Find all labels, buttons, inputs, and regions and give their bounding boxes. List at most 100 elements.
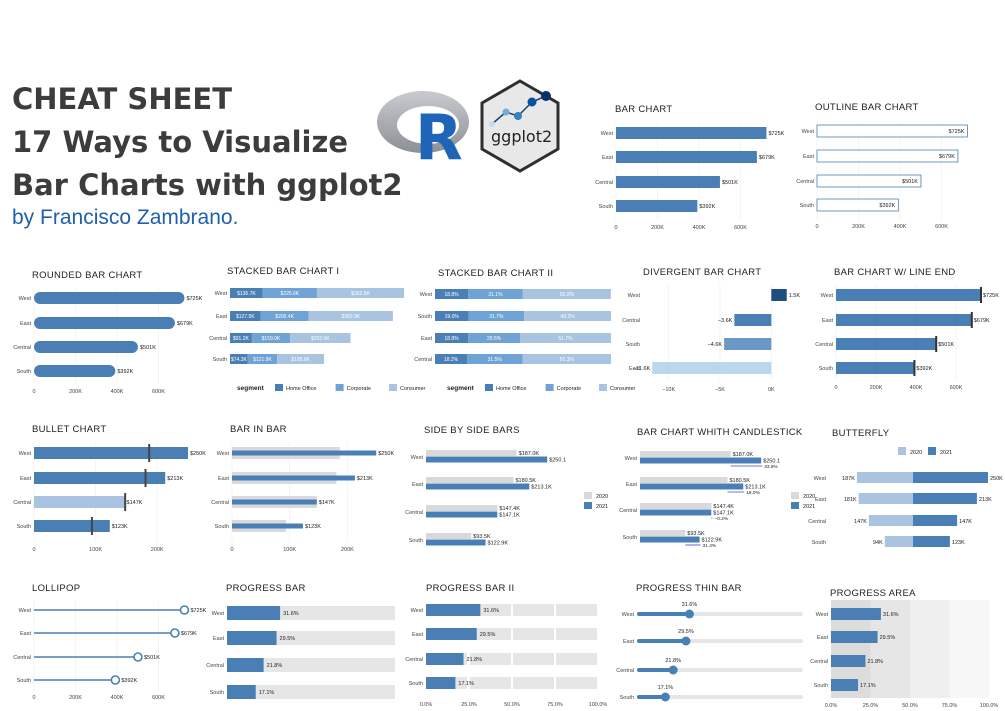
- chart-title: PROGRESS AREA: [830, 588, 916, 599]
- category-label: West: [821, 293, 834, 299]
- category-label: South: [623, 535, 637, 541]
- stacked-segment: [230, 311, 261, 321]
- category-label: South: [17, 678, 31, 684]
- r-logo-letter: R: [415, 101, 463, 165]
- segment-label: 31.1%: [488, 292, 503, 298]
- stacked-segment: [290, 333, 351, 343]
- category-label: East: [216, 314, 227, 320]
- segment-label: $91.2K: [233, 336, 250, 342]
- tick-label: 100K: [283, 547, 296, 553]
- data-label: $187.0K: [519, 451, 540, 457]
- data-label: $501K: [144, 655, 160, 661]
- category-label: East: [213, 636, 224, 642]
- progress-segment-track: [513, 604, 554, 616]
- data-label: $147.1K: [499, 513, 520, 519]
- growth-label: 33.8%: [764, 464, 778, 470]
- data-label: $213K: [167, 476, 183, 482]
- bar-chart-line-end: BAR CHART W/ LINE END 0 200K 400K 600K West Ea…: [815, 267, 999, 391]
- data-label: $725K: [949, 129, 965, 135]
- category-label: South: [17, 524, 31, 530]
- lollipop-head: [170, 628, 180, 638]
- tick-label: 600K: [152, 389, 165, 395]
- data-label: $180.5K: [515, 478, 536, 484]
- rounded-bar: [34, 365, 116, 377]
- category-label: West: [19, 296, 32, 302]
- grouped-bar: [640, 477, 728, 483]
- data-label: $501K: [140, 345, 156, 351]
- data-label: $147.4K: [713, 504, 734, 510]
- tick-label: 75.0%: [547, 702, 563, 708]
- tick-label: 25.0%: [461, 702, 477, 708]
- progress-bar: PROGRESS BAR West East Central South 31.6% 29.…: [206, 583, 395, 699]
- data-label: $147.1K: [713, 511, 734, 517]
- segment-label: 18.8%: [444, 292, 459, 298]
- segment-label: $200.4K: [275, 314, 294, 320]
- category-label: Central: [13, 655, 31, 661]
- progress-track: [637, 668, 803, 672]
- legend-key: [791, 502, 799, 509]
- category-label: South: [213, 357, 227, 363]
- chart-title: BAR IN BAR: [230, 424, 287, 435]
- butterfly-right-bar: [913, 515, 958, 526]
- author-byline: by Francisco Zambrano.: [12, 206, 239, 229]
- legend-label: 2020: [803, 494, 815, 500]
- category-label: South: [418, 314, 432, 320]
- progress-fill: [227, 631, 277, 645]
- grouped-bar: [426, 450, 517, 456]
- segment-label: 31.7%: [489, 314, 504, 320]
- progress-track: [637, 695, 803, 699]
- segment-label: $74.3K: [231, 357, 248, 363]
- data-label: 29.5%: [880, 635, 896, 641]
- stacked-segment: [435, 333, 469, 343]
- category-label: Central: [619, 508, 637, 514]
- category-label: South: [215, 524, 229, 530]
- progress-fill: [227, 685, 256, 699]
- chart-title: BULLET CHART: [32, 424, 107, 435]
- progress-fill: [637, 668, 674, 672]
- tick-label: 50.0%: [902, 703, 918, 709]
- tick-label: 75.0%: [942, 703, 958, 709]
- chart-title: LOLLIPOP: [32, 583, 80, 594]
- bullet-chart: BULLET CHART 0 100K 200K West East Central Sout…: [13, 424, 206, 553]
- data-label: $93.5K: [473, 534, 491, 540]
- segment-label: $159.0K: [262, 336, 281, 342]
- grouped-bar: [426, 511, 498, 518]
- stacked-segment: [520, 333, 611, 343]
- data-label: $679K: [181, 631, 197, 637]
- tick-label: 25.0%: [863, 703, 879, 709]
- category-label: West: [411, 455, 424, 461]
- legend-key: [584, 492, 592, 499]
- category-label: West: [816, 612, 829, 618]
- data-label: $392K: [121, 678, 137, 684]
- headline-line-2: 17 Ways to Visualize: [12, 125, 349, 159]
- stacked-segment: [230, 288, 263, 298]
- category-label: Central: [13, 345, 31, 351]
- legend-label: Corporate: [557, 386, 581, 392]
- tick-label: 100K: [89, 547, 102, 553]
- bullet-bar: [34, 472, 166, 484]
- legend-label: Home Office: [286, 386, 316, 392]
- stacked-segment: [468, 311, 525, 321]
- segment-label: $350.9K: [341, 314, 360, 320]
- tick-label: 0: [32, 547, 35, 553]
- tick-label: 50.0%: [504, 702, 520, 708]
- legend-label: Consumer: [610, 386, 636, 392]
- progress-segment-track: [556, 653, 597, 665]
- category-label: East: [218, 476, 229, 482]
- segment-label: 18.2%: [444, 357, 459, 363]
- category-label: East: [412, 482, 423, 488]
- headline-line-1: CHEAT SHEET: [12, 82, 232, 116]
- progress-bar-2: PROGRESS BAR II 0.0% 25.0% 50.0% 75.0% 100.0%…: [405, 583, 608, 708]
- bar-outline: [816, 124, 968, 138]
- category-label: West: [215, 291, 228, 297]
- tick-label: 100.0%: [589, 702, 608, 708]
- right-label: 147K: [959, 519, 972, 525]
- progress-fill: [831, 679, 859, 691]
- divergent-bar: [652, 362, 772, 374]
- progress-fill: [831, 631, 878, 643]
- category-label: South: [626, 342, 640, 348]
- left-label: 181K: [844, 497, 857, 503]
- rounded-bar: [34, 317, 175, 329]
- tick-label: 0.0%: [420, 702, 433, 708]
- category-label: Central: [616, 668, 634, 674]
